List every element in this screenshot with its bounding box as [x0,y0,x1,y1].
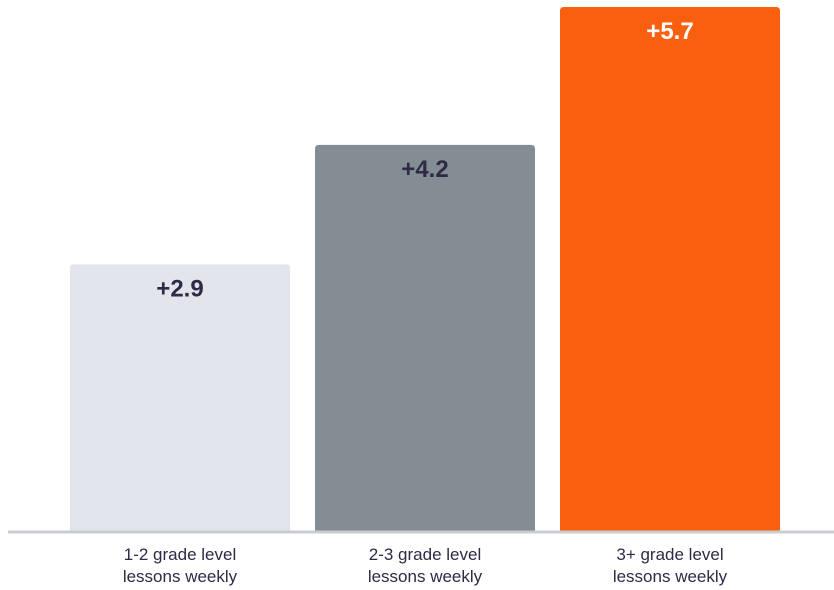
category-label-2: 2-3 grade level lessons weekly [368,545,483,586]
category-label-1: 1-2 grade level lessons weekly [123,545,238,586]
bar-1 [70,264,290,531]
bars-group: +2.9 +4.2 +5.7 [70,7,780,532]
bar-3 [560,7,780,531]
category-label-3: 3+ grade level lessons weekly [613,545,728,586]
category-label-line-lessons-weekly: lessons weekly [123,567,238,586]
value-label-1: +2.9 [156,275,203,302]
category-label-line-2-3-grade-level: 2-3 grade level [369,545,481,564]
category-label-line-lessons-weekly: lessons weekly [368,567,483,586]
value-label-2: +4.2 [401,156,448,183]
bar-2 [315,144,535,532]
category-label-line-1-2-grade-level: 1-2 grade level [124,545,236,564]
category-label-line-lessons-weekly: lessons weekly [613,567,728,586]
value-label-3: +5.7 [646,18,693,45]
category-label-line-3-grade-level: 3+ grade level [616,545,723,564]
